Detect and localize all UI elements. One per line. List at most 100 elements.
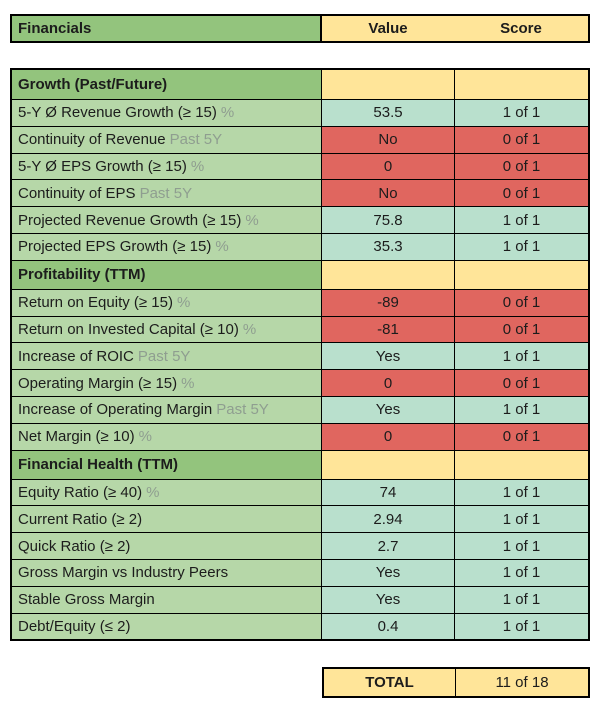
metric-label: Stable Gross Margin <box>18 591 155 609</box>
metric-value: 74 <box>322 479 455 506</box>
header-financials-cell: Financials <box>12 16 322 41</box>
metric-value: 2.7 <box>322 533 455 559</box>
metric-label-cell: Stable Gross Margin <box>12 586 322 613</box>
metric-row: Return on Invested Capital (≥ 10)% -81 0 o… <box>12 315 588 343</box>
metric-label-cell: Debt/Equity (≤ 2) <box>12 613 322 640</box>
metric-label: Projected EPS Growth (≥ 15) <box>18 238 212 256</box>
metric-label-cell: Increase of Operating Margin Past 5Y <box>12 396 322 423</box>
section-title: Financial Health (TTM) <box>12 450 322 479</box>
metric-row: Gross Margin vs Industry Peers Yes 1 of 1 <box>12 558 588 586</box>
metric-value: 0 <box>322 423 455 450</box>
metric-score: 1 of 1 <box>455 506 588 533</box>
metric-row: Projected Revenue Growth (≥ 15)% 75.8 1 of… <box>12 206 588 233</box>
metric-label-suffix: % <box>220 104 235 122</box>
metric-label-cell: Quick Ratio (≥ 2) <box>12 533 322 559</box>
metric-row: Continuity of EPS Past 5Y No 0 of 1 <box>12 179 588 207</box>
metric-label-cell: Return on Equity (≥ 15)% <box>12 289 322 316</box>
metric-score: 0 of 1 <box>455 153 588 180</box>
metric-label-suffix: Past 5Y <box>216 401 269 419</box>
metric-label-suffix: % <box>138 428 152 446</box>
section-score-spacer-cell <box>455 450 588 479</box>
metric-value: 53.5 <box>322 100 455 126</box>
metric-row: Net Margin (≥ 10)% 0 0 of 1 <box>12 422 588 450</box>
header-financials-label: Financials <box>18 20 92 37</box>
metric-row: Operating Margin (≥ 15)% 0 0 of 1 <box>12 369 588 396</box>
metric-row: Increase of Operating Margin Past 5Y Yes 1 … <box>12 395 588 423</box>
metric-row: 5-Y Ø Revenue Growth (≥ 15)% 53.5 1 of 1 <box>12 99 588 126</box>
metric-score: 1 of 1 <box>455 233 588 260</box>
metric-score: 1 of 1 <box>455 613 588 640</box>
metric-label-suffix: % <box>215 238 229 256</box>
metric-label-cell: Return on Invested Capital (≥ 10)% <box>12 316 322 343</box>
metric-label: 5-Y Ø EPS Growth (≥ 15) <box>18 157 187 175</box>
metric-value: -89 <box>322 289 455 316</box>
total-row: TOTAL 11 of 18 <box>322 667 590 698</box>
metric-score: 1 of 1 <box>455 396 588 423</box>
metric-label-cell: Continuity of EPS Past 5Y <box>12 180 322 207</box>
metric-label-suffix: % <box>146 483 160 501</box>
metric-label: Current Ratio (≥ 2) <box>18 510 143 528</box>
metric-label: Return on Invested Capital (≥ 10) <box>18 320 239 338</box>
metric-label: 5-Y Ø Revenue Growth (≥ 15) <box>18 104 217 122</box>
metric-value: Yes <box>322 396 455 423</box>
section-score-spacer-cell <box>455 70 588 99</box>
metric-label: Equity Ratio (≥ 40) <box>18 483 143 501</box>
metric-score: 0 of 1 <box>455 316 588 343</box>
metric-label-suffix: Past 5Y <box>137 347 191 365</box>
metric-label: Gross Margin vs Industry Peers <box>18 564 229 582</box>
metric-label-cell: Increase of ROIC Past 5Y <box>12 343 322 370</box>
metric-value: No <box>322 180 455 207</box>
metric-value: 2.94 <box>322 506 455 533</box>
metric-score: 0 of 1 <box>455 180 588 207</box>
metric-score: 1 of 1 <box>455 343 588 370</box>
metric-row: 5-Y Ø EPS Growth (≥ 15)% 0 0 of 1 <box>12 152 588 180</box>
metric-score: 0 of 1 <box>455 126 588 153</box>
metric-row: Continuity of Revenue Past 5Y No 0 of 1 <box>12 125 588 153</box>
metric-label-cell: Net Margin (≥ 10)% <box>12 423 322 450</box>
metric-label-suffix: % <box>176 294 191 312</box>
metric-label-cell: 5-Y Ø Revenue Growth (≥ 15)% <box>12 100 322 126</box>
metric-label-cell: Equity Ratio (≥ 40)% <box>12 479 322 506</box>
section-header-row: Profitability (TTM) <box>12 259 588 289</box>
metric-value: Yes <box>322 559 455 586</box>
metric-label: Continuity of EPS <box>18 184 136 202</box>
metric-value: 75.8 <box>322 207 455 233</box>
metric-label-suffix: Past 5Y <box>139 184 193 202</box>
metric-score: 1 of 1 <box>455 207 588 233</box>
section-score-spacer-cell <box>455 260 588 289</box>
metric-label: Return on Equity (≥ 15) <box>18 294 173 312</box>
metric-label-suffix: % <box>242 320 257 338</box>
metric-label: Projected Revenue Growth (≥ 15) <box>18 211 242 229</box>
metric-row: Debt/Equity (≤ 2) 0.4 1 of 1 <box>12 612 588 640</box>
metric-value: -81 <box>322 316 455 343</box>
metric-row: Increase of ROIC Past 5Y Yes 1 of 1 <box>12 342 588 370</box>
section-title: Growth (Past/Future) <box>12 70 322 99</box>
metric-score: 1 of 1 <box>455 100 588 126</box>
metric-value: Yes <box>322 586 455 613</box>
metric-value: 35.3 <box>322 233 455 260</box>
section-value-spacer-cell <box>322 70 455 99</box>
section-value-spacer-cell <box>322 260 455 289</box>
metric-score: 0 of 1 <box>455 423 588 450</box>
metric-score: 1 of 1 <box>455 586 588 613</box>
table-header-row: Financials Value Score <box>10 14 590 43</box>
metric-label-cell: Gross Margin vs Industry Peers <box>12 559 322 586</box>
metric-score: 0 of 1 <box>455 370 588 396</box>
section-header-row: Growth (Past/Future) <box>12 70 588 99</box>
metric-value: 0 <box>322 153 455 180</box>
metric-score: 1 of 1 <box>455 533 588 559</box>
metric-value: Yes <box>322 343 455 370</box>
metric-label-cell: 5-Y Ø EPS Growth (≥ 15)% <box>12 153 322 180</box>
metric-label-cell: Projected Revenue Growth (≥ 15)% <box>12 207 322 233</box>
header-value-label: Value <box>368 20 408 37</box>
metric-label: Increase of Operating Margin <box>18 401 213 419</box>
total-label: TOTAL <box>324 669 456 696</box>
metric-score: 0 of 1 <box>455 289 588 316</box>
section-title: Profitability (TTM) <box>12 260 322 289</box>
metric-row: Projected EPS Growth (≥ 15)% 35.3 1 of 1 <box>12 232 588 260</box>
metric-label: Debt/Equity (≤ 2) <box>18 617 131 635</box>
metric-score: 1 of 1 <box>455 559 588 586</box>
metric-label-suffix: % <box>181 374 195 392</box>
metric-row: Current Ratio (≥ 2) 2.94 1 of 1 <box>12 505 588 533</box>
metric-value: 0 <box>322 370 455 396</box>
